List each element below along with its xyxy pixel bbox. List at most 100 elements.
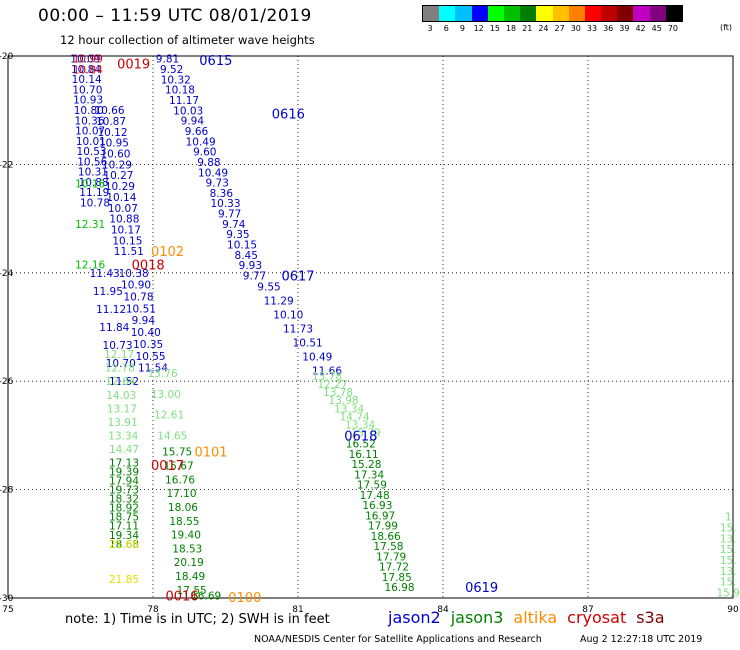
swh-value: 11.95 — [93, 286, 123, 298]
swh-value: 14.03 — [106, 390, 136, 402]
swh-value: 13.78 — [312, 371, 342, 383]
swh-value: 13.98 — [329, 395, 359, 407]
lon-tick-label: 90 — [727, 605, 739, 615]
swh-value: 10.93 — [73, 95, 103, 107]
swh-value: 10.14 — [72, 74, 102, 86]
swh-value: 16.97 — [365, 510, 395, 522]
swh-value: 10.38 — [119, 268, 149, 280]
swh-value: 15. — [720, 523, 737, 535]
swh-value: 10.99 — [73, 54, 103, 66]
lat-tick-label: -26 — [0, 377, 14, 387]
lat-tick-label: -24 — [0, 269, 14, 279]
legend-swatches — [422, 5, 683, 22]
page-subtitle: 12 hour collection of altimeter wave hei… — [60, 33, 315, 47]
swh-value: 17.11 — [109, 521, 139, 533]
swh-value: 9.77 — [218, 209, 241, 221]
swh-value: 9.94 — [132, 315, 156, 327]
swh-value: 11.73 — [283, 323, 313, 335]
swh-value: 17.99 — [368, 521, 398, 533]
swh-value: 11.29 — [264, 295, 294, 307]
swh-value: 12.27 — [317, 379, 347, 391]
lon-tick-label: 81 — [292, 605, 303, 615]
swh-value: 10.18 — [165, 85, 195, 97]
swh-value: 15. — [720, 544, 737, 556]
swh-value: 10.40 — [131, 327, 161, 339]
swh-value: 15. — [720, 555, 737, 567]
swh-value: 13.34 — [108, 430, 138, 442]
swh-value: 10.16 — [75, 178, 105, 190]
swh-value: 10.90 — [121, 280, 151, 292]
swh-value: 11.12 — [96, 304, 126, 316]
swh-value: 10.09 — [70, 54, 100, 66]
legend-label: 9 — [459, 24, 466, 33]
swh-value: 9.35 — [226, 229, 249, 241]
swh-value: 10.55 — [136, 351, 166, 363]
swh-value: 17.79 — [376, 551, 406, 563]
legend-label: 42 — [635, 24, 646, 33]
swh-value: 18.68 — [109, 539, 139, 551]
swh-value: 10.60 — [100, 149, 130, 161]
pass-label: 0619 — [465, 581, 498, 596]
footer-timestamp: Aug 2 12:27:18 UTC 2019 — [580, 634, 703, 645]
swh-value: 11.84 — [99, 322, 129, 334]
swh-value: 16.76 — [165, 474, 195, 486]
pass-label: 0018 — [132, 259, 165, 274]
mission-jason3: jason3 — [450, 608, 504, 627]
lat-tick-label: -22 — [0, 160, 13, 170]
swh-value: 1 — [725, 512, 732, 524]
swh-value: 10.29 — [105, 181, 135, 193]
legend-swatch — [520, 6, 537, 21]
footer-credit: NOAA/NESDIS Center for Satellite Applica… — [254, 634, 542, 645]
swh-value: 10.73 — [103, 340, 133, 352]
swh-value: 12.31 — [75, 219, 105, 231]
legend-labels: 3 6 9 12 15 18 21 24 27 30 33 36 39 42 45 70 — [422, 24, 683, 33]
legend-label: 33 — [586, 24, 598, 33]
swh-value: 17.58 — [373, 541, 403, 553]
swh-value: 11.19 — [79, 187, 109, 199]
legend-swatch — [552, 6, 569, 21]
swh-value: 10.36 — [74, 115, 104, 127]
pass-label: 0615 — [199, 54, 232, 69]
swh-value: 18.53 — [172, 543, 202, 555]
swh-value: 16.98 — [384, 582, 414, 594]
swh-value: 10.70 — [72, 84, 102, 96]
swh-value: 10.51 — [126, 303, 156, 315]
legend-swatch — [423, 6, 440, 21]
swh-value: 15.9 — [716, 588, 739, 600]
swh-value: 18.49 — [175, 571, 205, 583]
swh-value: 10.32 — [161, 74, 191, 86]
map-frame — [7, 55, 734, 599]
legend-swatch — [665, 6, 682, 21]
pass-label: 0102 — [151, 245, 184, 260]
pass-label: 0616 — [272, 107, 305, 122]
swh-value: 12.78 — [105, 363, 135, 375]
pass-label: 0101 — [194, 446, 227, 461]
swh-value: 13.17 — [107, 403, 137, 415]
legend-label: 39 — [619, 24, 630, 33]
swh-value: 13.91 — [108, 417, 138, 429]
swh-value: 8.36 — [210, 188, 234, 200]
page-title: 00:00 – 11:59 UTC 08/01/2019 — [38, 6, 312, 26]
swh-value: 10.07 — [108, 203, 138, 215]
legend-swatch — [439, 6, 456, 21]
lat-tick-label: -30 — [0, 594, 14, 604]
swh-value: 9.81 — [156, 54, 179, 66]
swh-value: 10.31 — [78, 167, 108, 179]
legend-swatch — [503, 6, 521, 21]
swh-value: 12.61 — [154, 410, 184, 422]
swh-value: 11.52 — [109, 376, 139, 388]
legend-label: 36 — [603, 24, 614, 33]
swh-value: 11.17 — [169, 95, 199, 107]
legend-swatch — [455, 6, 472, 21]
swh-value: 10.35 — [133, 339, 163, 351]
swh-value: 11.51 — [114, 246, 144, 258]
swh-value: 19.40 — [171, 530, 201, 542]
swh-value: 10.78 — [123, 292, 153, 304]
swh-value: 10.56 — [77, 156, 107, 168]
swh-value: 16.69 — [191, 590, 221, 602]
swh-value: 10.66 — [94, 105, 124, 117]
swh-value: 13.78 — [323, 387, 353, 399]
swh-value: 10.01 — [76, 136, 106, 148]
swh-value: 9.93 — [239, 260, 262, 272]
swh-value: 10.10 — [273, 309, 303, 321]
